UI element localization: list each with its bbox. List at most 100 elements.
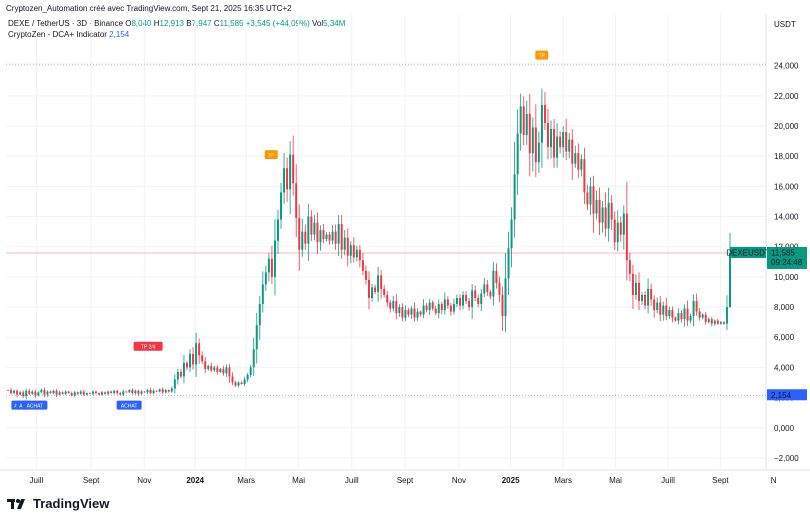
- candle-body: [656, 302, 659, 311]
- candle-body: [273, 240, 276, 277]
- candle-body: [662, 305, 665, 315]
- candle-body: [540, 104, 543, 143]
- candle-body: [440, 304, 443, 311]
- candle-body: [243, 379, 246, 384]
- candle-body: [716, 320, 719, 324]
- candle-body: [619, 222, 622, 235]
- candle-body: [343, 237, 346, 250]
- signal-marker[interactable]: TP: [535, 50, 549, 60]
- candle-body: [298, 218, 301, 250]
- candle-body: [498, 282, 501, 295]
- low-label: B: [186, 19, 192, 28]
- open-value: 8,040: [131, 19, 152, 28]
- candle-body: [574, 153, 577, 164]
- candle-body: [559, 136, 562, 148]
- high-label: H: [153, 19, 160, 28]
- candle-body: [231, 376, 234, 383]
- candle-body: [219, 368, 222, 372]
- x-tick-label: Mars: [554, 476, 572, 485]
- candle-body: [301, 231, 304, 250]
- candle-body: [562, 132, 565, 148]
- candle-body: [598, 199, 601, 223]
- candle-body: [358, 249, 361, 261]
- candle-body: [234, 382, 237, 386]
- change-value: +3,545 (+44,09%): [245, 19, 310, 28]
- signal-marker-label: TP 2/4: [141, 345, 156, 351]
- candle-body: [88, 393, 91, 394]
- indicator-value: 2,154: [109, 30, 130, 39]
- candle-body: [146, 390, 149, 393]
- candle-body: [483, 284, 486, 294]
- candle-body: [634, 282, 637, 295]
- y-tick-label: 24,000: [774, 62, 799, 71]
- candle-body: [149, 390, 152, 394]
- candle-body: [501, 294, 504, 317]
- candle-body: [568, 139, 571, 152]
- candle-body: [361, 260, 364, 271]
- candle-body: [137, 390, 140, 394]
- signal-marker-box: [535, 50, 549, 60]
- candle-body: [7, 390, 9, 391]
- candle-body: [334, 231, 337, 244]
- candle-body: [295, 183, 298, 219]
- candle-body: [495, 270, 498, 283]
- candle-body: [189, 353, 192, 368]
- x-tick-label: Mai: [609, 476, 622, 485]
- candle-body: [122, 391, 125, 395]
- candle-body: [82, 391, 85, 395]
- y-tick-label: 0,000: [774, 424, 795, 433]
- candle-body: [225, 367, 228, 374]
- signal-marker[interactable]: ACHAT: [22, 400, 48, 410]
- signal-marker[interactable]: TP 2/4: [133, 341, 163, 351]
- candle-body: [468, 301, 471, 308]
- candle-body: [164, 390, 167, 393]
- candle-body: [386, 294, 389, 303]
- currency-label[interactable]: USDT: [774, 20, 796, 29]
- candle-body: [510, 219, 513, 249]
- indicator-name[interactable]: CryptoZen - DCA+ Indicator: [8, 30, 107, 39]
- candle-body: [307, 216, 310, 244]
- candle-body: [398, 307, 401, 314]
- symbol-legend: DEXE / TetherUS · 3D · Binance O8,040 H1…: [8, 19, 345, 28]
- signal-marker[interactable]: ACHAT: [116, 400, 142, 410]
- signal-marker-label: TP: [539, 53, 546, 59]
- candle-body: [143, 391, 146, 393]
- x-tick-label: 2025: [502, 476, 520, 485]
- y-tick-label: 16,000: [774, 182, 799, 191]
- candle-body: [686, 308, 689, 321]
- candle-body: [252, 349, 255, 368]
- y-tick-label: 22,000: [774, 92, 799, 101]
- candle-body: [449, 305, 452, 312]
- candle-body: [185, 362, 188, 368]
- x-tick-label: Sept: [397, 476, 414, 485]
- candle-body: [331, 231, 334, 241]
- candle-body: [94, 391, 97, 394]
- candle-body: [240, 382, 243, 384]
- candle-body: [25, 390, 28, 397]
- candle-body: [710, 319, 713, 324]
- candle-body: [70, 393, 73, 396]
- candle-body: [677, 313, 680, 321]
- candle-body: [110, 391, 113, 394]
- candle-body: [158, 389, 161, 392]
- candle-body: [653, 299, 656, 311]
- candle-body: [713, 320, 716, 324]
- signal-marker-label: TP: [268, 153, 275, 159]
- candle-body: [364, 270, 367, 280]
- candle-body: [210, 365, 213, 371]
- x-tick-label: Nov: [137, 476, 151, 485]
- candle-body: [613, 219, 616, 243]
- signal-marker-box: [22, 400, 48, 410]
- x-tick-label: Sept: [83, 476, 100, 485]
- candle-body: [64, 391, 67, 394]
- y-tick-label: 14,000: [774, 213, 799, 222]
- candle-body: [76, 392, 79, 394]
- candle-body: [419, 311, 422, 315]
- y-tick-label: −2,000: [774, 454, 799, 463]
- candle-body: [34, 391, 37, 396]
- symbol-name[interactable]: DEXE / TetherUS · 3D · Binance: [8, 19, 124, 28]
- signal-marker[interactable]: TP: [264, 150, 278, 160]
- candle-body: [246, 374, 249, 380]
- candle-body: [91, 391, 94, 394]
